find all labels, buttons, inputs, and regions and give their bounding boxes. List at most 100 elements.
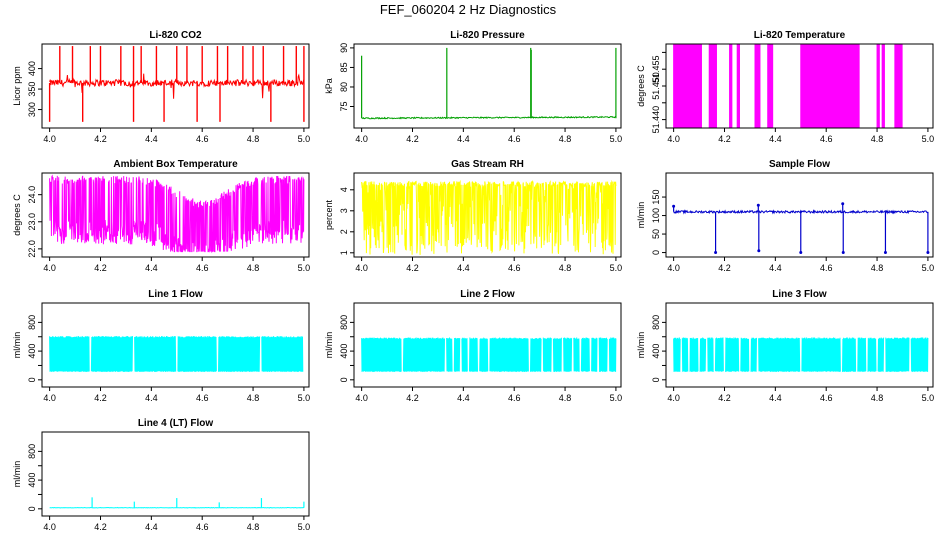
y-tick-label: 3 <box>339 208 349 213</box>
x-tick-label: 5.0 <box>298 263 311 273</box>
plot-title: Line 3 Flow <box>772 289 827 300</box>
data-series-line <box>707 337 714 372</box>
data-point <box>714 251 718 255</box>
y-tick-label: 400 <box>651 344 661 359</box>
data-series-line <box>580 337 590 372</box>
plot-title: Line 1 Flow <box>148 289 203 300</box>
data-series-line <box>573 337 580 372</box>
y-tick-label: 0 <box>27 506 37 511</box>
x-tick-label: 4.4 <box>145 263 158 273</box>
x-tick-label: 4.8 <box>559 263 572 273</box>
y-tick-label: 400 <box>27 61 37 76</box>
data-point <box>841 202 845 206</box>
x-tick-label: 4.6 <box>196 393 209 403</box>
plot-frame <box>41 302 310 388</box>
data-layer <box>49 497 305 509</box>
data-series-line <box>134 335 177 372</box>
data-layer <box>49 174 305 254</box>
data-series-line <box>361 115 616 120</box>
x-tick-label: 4.0 <box>667 134 680 144</box>
x-tick-label: 4.8 <box>871 263 884 273</box>
plot-title: Gas Stream RH <box>451 159 524 170</box>
data-layer <box>673 337 929 372</box>
data-series-line <box>608 337 617 372</box>
y-tick-label: 51.450 <box>651 72 661 100</box>
plot-title: Line 4 (LT) Flow <box>138 418 214 429</box>
x-tick-label: 4.6 <box>196 522 209 532</box>
y-tick-label: 50 <box>651 229 661 239</box>
data-series-line <box>530 337 542 372</box>
y-tick-label: 800 <box>27 444 37 459</box>
data-series-line <box>453 337 461 372</box>
y-tick-label: 90 <box>339 43 349 53</box>
plot-frame <box>353 172 622 258</box>
data-series-line <box>699 337 707 372</box>
plot-panel: Sample Flow ml/min 4.0 4.2 4.4 4.6 4.8 5.0 0 50 10… <box>636 159 934 273</box>
y-tick-label: 51.455 <box>651 55 661 83</box>
data-series-line <box>758 337 801 372</box>
plot-panel: Line 3 Flow ml/min 4.0 4.2 4.4 4.6 4.8 5.0 0 400 8… <box>636 289 934 403</box>
x-tick-label: 4.0 <box>43 263 56 273</box>
x-tick-label: 4.8 <box>247 263 260 273</box>
x-tick-label: 4.0 <box>355 393 368 403</box>
plot-panel: Line 4 (LT) Flow ml/min 4.0 4.2 4.4 4.6 4.8 5.0… <box>12 418 310 532</box>
data-series-line <box>469 337 478 372</box>
data-layer <box>361 179 617 255</box>
plot-panel: Gas Stream RH percent 4.0 4.2 4.4 4.6 4.8 5.0 1 2… <box>324 159 622 273</box>
data-series-line <box>877 337 885 372</box>
plot-panel: Li-820 CO2 Licor ppm 4.0 4.2 4.4 4.6 4.8 5.0 300… <box>12 30 310 144</box>
data-point <box>757 249 761 253</box>
y-axis-label: Licor ppm <box>12 66 22 106</box>
data-layer <box>673 44 928 128</box>
y-tick-label: 75 <box>339 102 349 112</box>
data-series-line <box>489 337 529 372</box>
x-tick-label: 4.6 <box>196 263 209 273</box>
data-series-line <box>673 337 681 372</box>
data-layer <box>672 202 930 255</box>
x-tick-label: 4.8 <box>247 134 260 144</box>
x-tick-label: 4.8 <box>559 134 572 144</box>
y-tick-label: 150 <box>651 190 661 205</box>
x-tick-label: 4.4 <box>145 134 158 144</box>
y-tick-label: 24.0 <box>27 186 37 204</box>
x-tick-label: 5.0 <box>610 134 623 144</box>
data-series-line <box>552 337 562 372</box>
data-series-line <box>218 336 261 372</box>
data-series-line <box>261 336 304 372</box>
data-series-line <box>446 337 453 372</box>
y-tick-label: 51.440 <box>651 106 661 134</box>
data-series-line <box>49 174 305 254</box>
plot-frame <box>41 172 310 258</box>
x-tick-label: 4.2 <box>718 393 731 403</box>
data-series-line <box>885 337 910 372</box>
data-series-line <box>725 337 740 372</box>
x-tick-label: 4.2 <box>94 522 107 532</box>
data-series-line <box>479 337 489 372</box>
x-tick-label: 4.4 <box>145 393 158 403</box>
y-tick-label: 400 <box>339 344 349 359</box>
data-series-line <box>90 335 133 372</box>
y-axis-label: degrees C <box>636 65 646 107</box>
plot-frame <box>665 302 934 388</box>
x-tick-label: 4.0 <box>355 134 368 144</box>
x-tick-label: 5.0 <box>298 522 311 532</box>
x-tick-label: 4.2 <box>406 393 419 403</box>
y-tick-label: 400 <box>27 344 37 359</box>
plot-frame <box>41 43 310 129</box>
x-tick-label: 5.0 <box>922 134 935 144</box>
x-tick-label: 4.4 <box>769 134 782 144</box>
plot-title: Ambient Box Temperature <box>113 159 238 170</box>
x-tick-label: 4.6 <box>508 134 521 144</box>
y-axis-label: kPa <box>324 78 334 94</box>
x-tick-label: 5.0 <box>610 393 623 403</box>
data-series-line <box>750 337 757 372</box>
y-tick-label: 0 <box>651 377 661 382</box>
y-tick-label: 2 <box>339 229 349 234</box>
x-tick-label: 5.0 <box>922 393 935 403</box>
data-point <box>672 204 676 208</box>
y-tick-label: 800 <box>27 315 37 330</box>
x-tick-label: 4.0 <box>667 263 680 273</box>
x-tick-label: 4.2 <box>718 134 731 144</box>
x-tick-label: 4.6 <box>196 134 209 144</box>
